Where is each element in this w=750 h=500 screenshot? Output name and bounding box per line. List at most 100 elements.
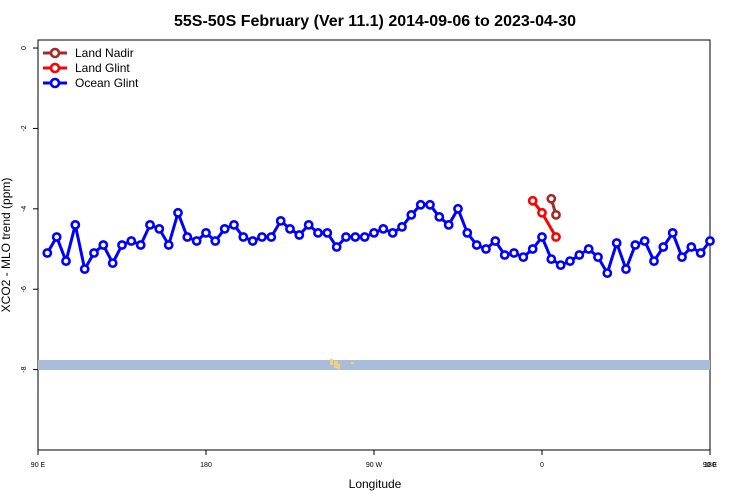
data-point-ocean-glint: [229, 219, 239, 230]
data-point-ocean-glint: [649, 256, 659, 266]
data-point-ocean-glint: [359, 232, 370, 242]
data-point-ocean-glint: [705, 236, 715, 246]
data-point-ocean-glint: [201, 227, 211, 238]
data-point-ocean-glint: [462, 227, 473, 238]
data-point-ocean-glint: [182, 232, 193, 242]
legend-swatch-marker: [49, 62, 61, 74]
data-point-ocean-glint: [238, 232, 249, 242]
data-point-ocean-glint: [425, 199, 435, 210]
data-point-ocean-glint: [61, 256, 71, 266]
y-axis-ticks: 0 -2 -4 -6 -8: [21, 46, 38, 373]
data-point-ocean-glint: [275, 215, 286, 226]
series-ocean-glint: [42, 199, 715, 278]
data-point-land-nadir: [546, 193, 557, 204]
y-tick-label: -6: [21, 286, 28, 292]
x-tick-label: 90 E: [31, 462, 46, 469]
data-point-ocean-glint: [583, 244, 594, 254]
y-tick-label: -8: [21, 366, 28, 372]
data-point-land-nadir: [551, 209, 561, 220]
legend-label: Ocean Glint: [75, 76, 139, 90]
data-point-ocean-glint: [191, 236, 202, 246]
legend-item-ocean-glint: Ocean Glint: [43, 76, 139, 90]
data-point-ocean-glint: [89, 248, 99, 258]
data-point-ocean-glint: [471, 240, 482, 250]
data-point-ocean-glint: [453, 203, 463, 214]
band-marks: [330, 359, 354, 369]
legend-label: Land Nadir: [75, 46, 134, 60]
series-land-glint: [527, 195, 561, 242]
data-point-ocean-glint: [219, 223, 230, 234]
legend-label: Land Glint: [75, 61, 130, 75]
series-land-nadir: [546, 193, 561, 220]
data-point-ocean-glint: [350, 232, 361, 242]
data-point-ocean-glint: [247, 236, 258, 246]
data-point-ocean-glint: [341, 232, 351, 242]
data-point-ocean-glint: [481, 244, 491, 254]
data-point-ocean-glint: [677, 252, 687, 262]
data-point-ocean-glint: [322, 227, 333, 238]
data-point-ocean-glint: [126, 236, 137, 246]
y-axis-label: XCO2 - MLO trend (ppm): [0, 178, 13, 313]
data-point-ocean-glint: [434, 211, 445, 222]
data-point-ocean-glint: [117, 240, 127, 250]
data-point-ocean-glint: [555, 260, 566, 270]
data-point-ocean-glint: [406, 209, 417, 220]
legend-swatch-marker: [49, 47, 61, 59]
data-point-ocean-glint: [658, 242, 669, 252]
data-point-ocean-glint: [42, 248, 53, 258]
legend-item-land-glint: Land Glint: [43, 61, 130, 75]
data-point-land-glint: [551, 232, 561, 242]
data-point-ocean-glint: [686, 242, 697, 252]
data-point-ocean-glint: [145, 219, 155, 230]
data-point-ocean-glint: [415, 199, 426, 210]
x-tick-label: 90 E: [703, 462, 718, 469]
x-tick-label: 180: [704, 462, 716, 469]
data-point-ocean-glint: [173, 207, 183, 218]
data-point-ocean-glint: [630, 240, 641, 250]
data-point-ocean-glint: [611, 238, 622, 248]
data-point-land-glint: [537, 207, 547, 218]
data-point-ocean-glint: [79, 264, 90, 274]
series-line-ocean-glint: [46, 203, 712, 277]
series-layer: [42, 193, 715, 278]
x-tick-label: 90 W: [366, 462, 383, 469]
data-point-ocean-glint: [639, 236, 650, 246]
data-point-ocean-glint: [443, 219, 454, 230]
data-point-ocean-glint: [163, 240, 174, 250]
data-point-ocean-glint: [537, 232, 547, 242]
data-point-ocean-glint: [266, 232, 277, 242]
data-point-ocean-glint: [331, 242, 342, 252]
data-point-ocean-glint: [621, 264, 631, 274]
data-point-ocean-glint: [593, 252, 603, 262]
data-point-ocean-glint: [210, 236, 221, 246]
data-point-ocean-glint: [499, 250, 510, 260]
data-point-ocean-glint: [509, 248, 519, 258]
x-axis-label: Longitude: [349, 477, 402, 491]
data-point-ocean-glint: [565, 256, 575, 266]
x-tick-label: 0: [540, 462, 544, 469]
data-point-ocean-glint: [602, 268, 613, 278]
data-point-ocean-glint: [667, 227, 678, 238]
data-point-ocean-glint: [527, 244, 538, 254]
data-point-ocean-glint: [98, 240, 109, 250]
data-point-ocean-glint: [378, 223, 389, 234]
data-point-ocean-glint: [303, 219, 314, 230]
x-tick-label: 180: [200, 462, 212, 469]
y-tick-label: -4: [21, 206, 28, 212]
y-tick-label: 0: [21, 46, 28, 50]
data-point-ocean-glint: [574, 250, 585, 260]
y-tick-label: -2: [21, 125, 28, 131]
data-point-ocean-glint: [695, 248, 706, 258]
data-point-ocean-glint: [70, 219, 81, 230]
data-point-ocean-glint: [546, 254, 557, 264]
data-point-ocean-glint: [51, 232, 62, 242]
data-point-ocean-glint: [135, 240, 146, 250]
data-point-ocean-glint: [154, 223, 165, 234]
data-point-ocean-glint: [397, 221, 407, 232]
land-ocean-band: [38, 360, 710, 370]
data-point-ocean-glint: [285, 223, 295, 234]
legend-swatch-marker: [49, 77, 61, 89]
